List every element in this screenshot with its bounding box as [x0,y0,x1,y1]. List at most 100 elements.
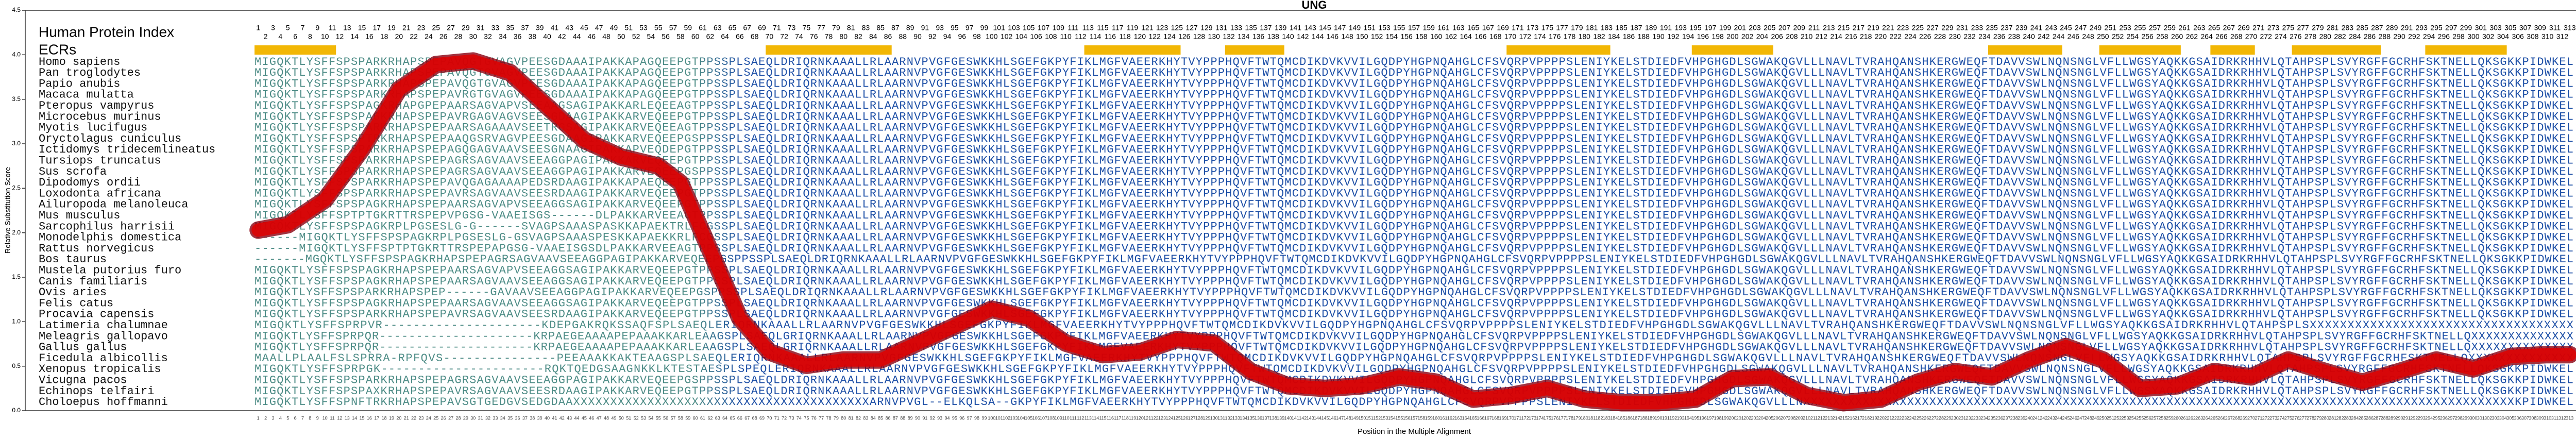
x-tick-label: 81 [849,415,854,420]
x-tick-label: 286 [2366,415,2374,420]
x-tick-label: 73 [789,415,794,420]
position-index-label: 180 [1579,32,1591,41]
x-tick-label: 184 [1610,415,1618,420]
position-index-label: 187 [1630,24,1642,32]
position-index-label: 138 [1267,32,1280,41]
x-tick-label: 57 [670,415,675,420]
position-index-label: 183 [1601,24,1613,32]
position-index-label: 311 [2549,24,2561,32]
position-index-label: 121 [1141,24,1154,32]
x-tick-label: 89 [908,415,913,420]
position-index-label: 291 [2401,24,2413,32]
x-tick-label: 8 [309,415,311,420]
position-index-label: 229 [1941,24,1954,32]
x-tick-label: 127 [1188,415,1196,420]
x-tick-label: 301 [2477,415,2485,420]
ecr-bar [1506,45,1611,55]
position-index-label: 215 [1838,24,1850,32]
x-tick-label: 279 [2314,415,2321,420]
position-index-label: 120 [1134,32,1146,41]
position-index-label: 193 [1675,24,1687,32]
position-index-label: 44 [573,32,581,41]
x-tick-label: 11 [330,415,334,420]
x-tick-label: 106 [1032,415,1040,420]
x-tick-label: 1 [257,415,260,420]
x-tick-label: 112 [1077,415,1084,420]
x-tick-label: 266 [2217,415,2225,420]
position-index-label: 286 [2364,32,2376,41]
x-tick-label: 13 [345,415,350,420]
x-tick-label: 76 [811,415,817,420]
position-index-label: 104 [1015,32,1028,41]
x-tick-label: 144 [1314,415,1321,420]
position-index-label: 163 [1452,24,1465,32]
position-index-label: 300 [2467,32,2480,41]
x-tick-label: 142 [1299,415,1307,420]
x-tick-label: 20 [396,415,401,420]
position-index-label: 11 [329,24,336,32]
position-index-label: 80 [839,32,848,41]
sequence: -------MGQKTLYSFFSPSPAGKRHAPSPEPAGRSAGVA… [255,253,2573,266]
x-tick-label: 47 [597,415,602,420]
x-tick-label: 140 [1284,415,1292,420]
x-tick-label: 42 [560,415,565,420]
position-index-label: 202 [1741,32,1754,41]
position-index-label: 105 [1023,24,1035,32]
x-tick-label: 223 [1899,415,1907,420]
x-tick-label: 64 [722,415,727,420]
x-tick-label: 193 [1677,415,1685,420]
position-index-label: 220 [1875,32,1887,41]
x-tick-label: 36 [515,415,520,420]
position-index-label: 312 [2556,32,2569,41]
species-label: Ailuropoda melanoleuca [39,198,188,211]
x-tick-label: 153 [1380,415,1388,420]
x-tick-label: 94 [945,415,950,420]
position-index-label: 299 [2460,24,2472,32]
x-tick-label: 66 [737,415,742,420]
x-tick-label: 128 [1195,415,1203,420]
x-tick-label: 229 [1943,415,1951,420]
x-tick-label: 75 [804,415,809,420]
position-index-label: 207 [1778,24,1791,32]
x-tick-label: 247 [2077,415,2084,420]
position-index-label: 136 [1252,32,1265,41]
position-index-label: 269 [2238,24,2250,32]
position-index-label: 272 [2260,32,2273,41]
x-tick-label: 183 [1603,415,1611,420]
species-label: Oryctolagus cuniculus [39,132,181,145]
x-tick-label: 96 [959,415,964,420]
position-index-label: 226 [1919,32,1931,41]
position-index-label: 34 [499,32,507,41]
x-tick-label: 250 [2099,415,2107,420]
position-index-label: 263 [2193,24,2206,32]
position-index-label: 127 [1185,24,1198,32]
position-index-label: 24 [425,32,433,41]
x-tick-label: 246 [2070,415,2077,420]
x-tick-label: 254 [2129,415,2137,420]
position-index-label: 67 [743,24,751,32]
position-index-label: 282 [2334,32,2346,41]
x-tick-label: 233 [1973,415,1981,420]
position-index-label: 248 [2082,32,2094,41]
x-tick-label: 285 [2359,415,2366,420]
x-tick-label: 238 [2010,415,2018,420]
position-index-label: 185 [1615,24,1628,32]
x-tick-label: 219 [1870,415,1877,420]
position-index-label: 99 [980,24,989,32]
position-index-label: 29 [462,24,470,32]
ecr-bar [255,45,336,55]
position-index-label: 58 [676,32,685,41]
x-tick-label: 244 [2055,415,2062,420]
ecr-bar [766,45,892,55]
x-tick-label: 51 [626,415,631,420]
position-index-label: 171 [1512,24,1524,32]
position-index-label: 225 [1912,24,1924,32]
position-index-label: 69 [758,24,766,32]
position-index-label: 256 [2141,32,2154,41]
position-index-label: 234 [1978,32,1991,41]
position-index-label: 110 [1060,32,1072,41]
species-label: Latimeria chalumnae [39,319,168,332]
position-index-label: 108 [1045,32,1057,41]
position-index-label: 175 [1541,24,1554,32]
x-tick-label: 263 [2195,415,2203,420]
